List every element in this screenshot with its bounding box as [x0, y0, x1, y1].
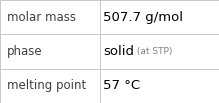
Text: 57 °C: 57 °C: [103, 79, 140, 92]
Text: solid: solid: [103, 45, 134, 58]
Text: phase: phase: [7, 45, 42, 58]
Text: melting point: melting point: [7, 79, 86, 92]
Text: 507.7 g/mol: 507.7 g/mol: [103, 11, 183, 24]
Text: molar mass: molar mass: [7, 11, 76, 24]
Text: (at STP): (at STP): [134, 47, 172, 56]
